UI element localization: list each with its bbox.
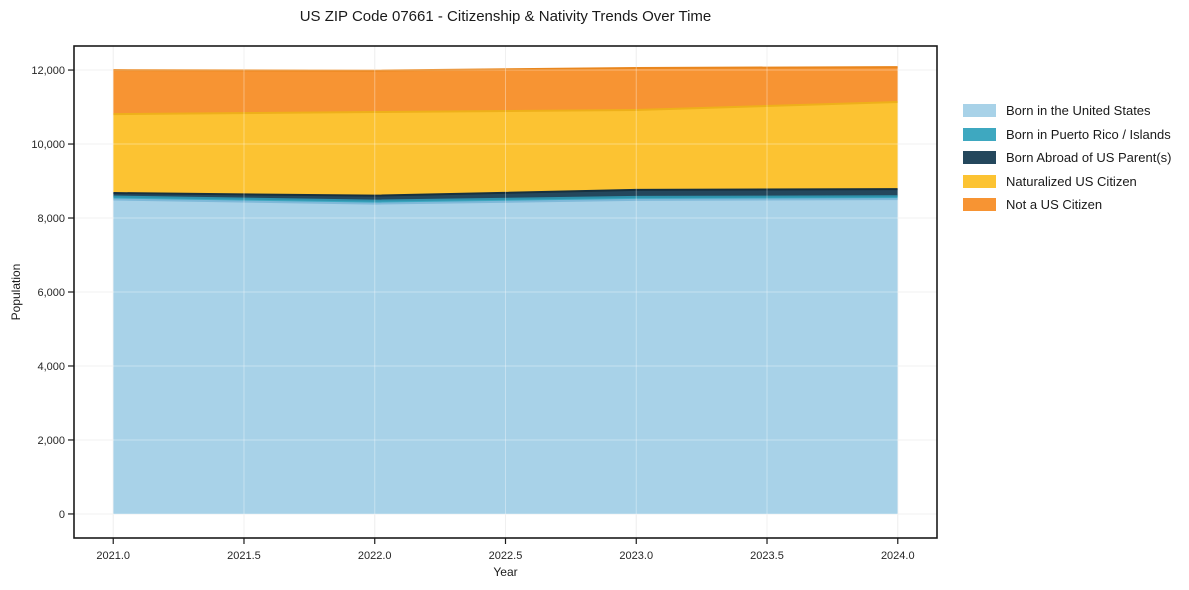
y-axis-title: Population [9, 263, 23, 321]
x-tick-label: 2022.5 [489, 550, 523, 562]
legend-label: Born in the United States [1006, 103, 1151, 118]
legend-item-born-abroad-of-us-parent-s: Born Abroad of US Parent(s) [963, 151, 1171, 164]
y-tick-label: 4,000 [37, 361, 65, 373]
legend-item-born-in-the-united-states: Born in the United States [963, 104, 1171, 117]
legend-swatch-icon [963, 127, 996, 141]
legend-item-not-a-us-citizen: Not a US Citizen [963, 198, 1171, 211]
legend-item-naturalized-us-citizen: Naturalized US Citizen [963, 173, 1171, 189]
x-tick-label: 2021.5 [227, 550, 261, 562]
x-tick-label: 2022.0 [358, 550, 392, 562]
edge-born-in-puerto-rico-islands [113, 195, 898, 202]
legend-swatch-icon [963, 104, 996, 117]
legend-label: Naturalized US Citizen [1006, 173, 1137, 189]
area-born-in-the-united-states [113, 199, 898, 514]
y-tick-label: 12,000 [31, 65, 65, 77]
legend-swatch-icon [963, 151, 996, 164]
x-axis-title: Year [493, 565, 518, 579]
y-tick-label: 8,000 [37, 213, 65, 225]
legend-label: Not a US Citizen [1006, 197, 1103, 212]
edge-not-a-us-citizen [113, 66, 898, 72]
legend-label: Born Abroad of US Parent(s) [1006, 150, 1172, 165]
edge-born-in-the-united-states [113, 198, 898, 205]
chart-title: US ZIP Code 07661 - Citizenship & Nativi… [299, 8, 712, 25]
edge-born-abroad-of-us-parent-s [113, 188, 898, 197]
area-naturalized-us-citizen [113, 102, 898, 196]
y-tick-label: 10,000 [31, 139, 65, 151]
legend: Born in the United States Born in Puerto … [963, 104, 1171, 211]
area-not-a-us-citizen [113, 67, 898, 115]
x-tick-label: 2024.0 [881, 550, 915, 562]
y-tick-label: 2,000 [37, 435, 65, 447]
area-born-abroad-of-us-parent-s [113, 189, 898, 201]
y-tick-label: 6,000 [37, 287, 65, 299]
legend-item-born-in-puerto-rico-islands: Born in Puerto Rico / Islands [963, 126, 1171, 142]
legend-swatch-icon [963, 198, 996, 211]
x-tick-label: 2023.0 [619, 550, 653, 562]
edge-naturalized-us-citizen [113, 101, 898, 116]
y-tick-label: 0 [59, 509, 65, 521]
x-tick-label: 2021.0 [96, 550, 130, 562]
legend-swatch-icon [963, 174, 996, 188]
legend-label: Born in Puerto Rico / Islands [1006, 126, 1171, 142]
x-tick-label: 2023.5 [750, 550, 784, 562]
